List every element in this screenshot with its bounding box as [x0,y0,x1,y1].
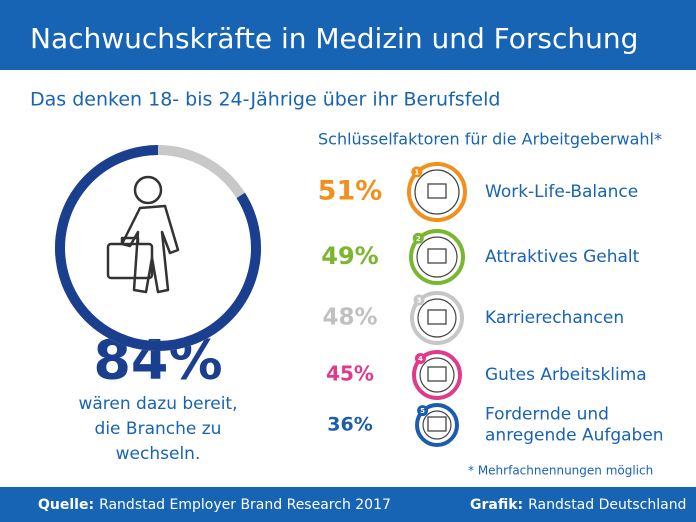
factor-rank: 3 [417,297,422,305]
factor-rank-badge [411,166,423,178]
factor-rank: 2 [416,235,421,243]
factor-row: 49% 2 Attraktives Gehalt [321,229,640,285]
factor-row: 45% 4 Gutes Arbeitsklima [326,350,647,400]
factor-icon-glyph [427,366,447,382]
footer-source: Quelle: Randstad Employer Brand Research … [38,497,391,513]
factor-icon-glyph [427,309,447,325]
factors-title: Schlüsselfaktoren für die Arbeitgeberwah… [318,130,662,149]
source-label: Quelle: [38,497,94,513]
title: Nachwuchskräfte in Medizin und Forschung [30,22,638,55]
subtitle: Das denken 18- bis 24-Jährige über ihr B… [30,89,500,111]
factor-rank-badge [417,405,429,417]
factor-icon-ring [410,291,464,345]
factor-icon-ring [407,162,467,222]
credit-label: Grafik: [470,497,523,513]
source: Randstad Employer Brand Research 2017 [99,497,391,513]
summary-text: wären dazu bereit, [78,394,237,414]
factor-row: 48% 3 Karrierechancen [322,291,624,345]
factor-rank-badge [412,232,424,244]
factor-rank: 1 [414,168,419,176]
factor-name: Work-Life-Balance [485,182,638,202]
factor-rank-badge [414,352,426,364]
factor-name: anregende Aufgaben [485,426,664,446]
factor-percent: 36% [327,414,372,436]
credit: Randstad Deutschland [528,497,686,513]
factor-name: Attraktives Gehalt [485,247,640,267]
summary-text: wechseln. [116,444,201,464]
person-icon [106,175,180,294]
footnote: * Mehrfachnennungen möglich [468,464,653,478]
factor-percent: 48% [322,305,377,331]
factor-icon-glyph [427,248,447,264]
factor-name: Fordernde und [485,405,609,425]
factor-percent: 51% [318,176,383,207]
factor-percent: 49% [321,242,378,270]
factor-percent: 45% [326,362,374,386]
factor-icon-inner [416,236,458,278]
factor-icon-glyph [427,183,447,199]
summary-text: die Branche zu [95,419,222,439]
factor-name: Gutes Arbeitsklima [485,365,647,385]
factor-icon-inner [417,298,457,338]
ring-value [55,145,261,351]
footer-credit: Grafik: Randstad Deutschland [470,497,686,513]
factor-icon-inner [419,357,455,393]
factor-rank: 5 [420,407,425,415]
factor-row: 51% 1 Work-Life-Balance [318,162,638,222]
factor-rank: 4 [418,355,423,363]
factor-name: Karrierechancen [485,308,624,328]
factor-icon-ring [409,229,465,285]
factor-icon-glyph [427,416,447,432]
factor-rank-badge [413,294,425,306]
factor-icon-ring [412,350,462,400]
factor-icon-inner [414,169,460,215]
header-band [0,0,696,70]
footer-band [0,487,696,522]
factor-icon-inner [422,410,452,440]
